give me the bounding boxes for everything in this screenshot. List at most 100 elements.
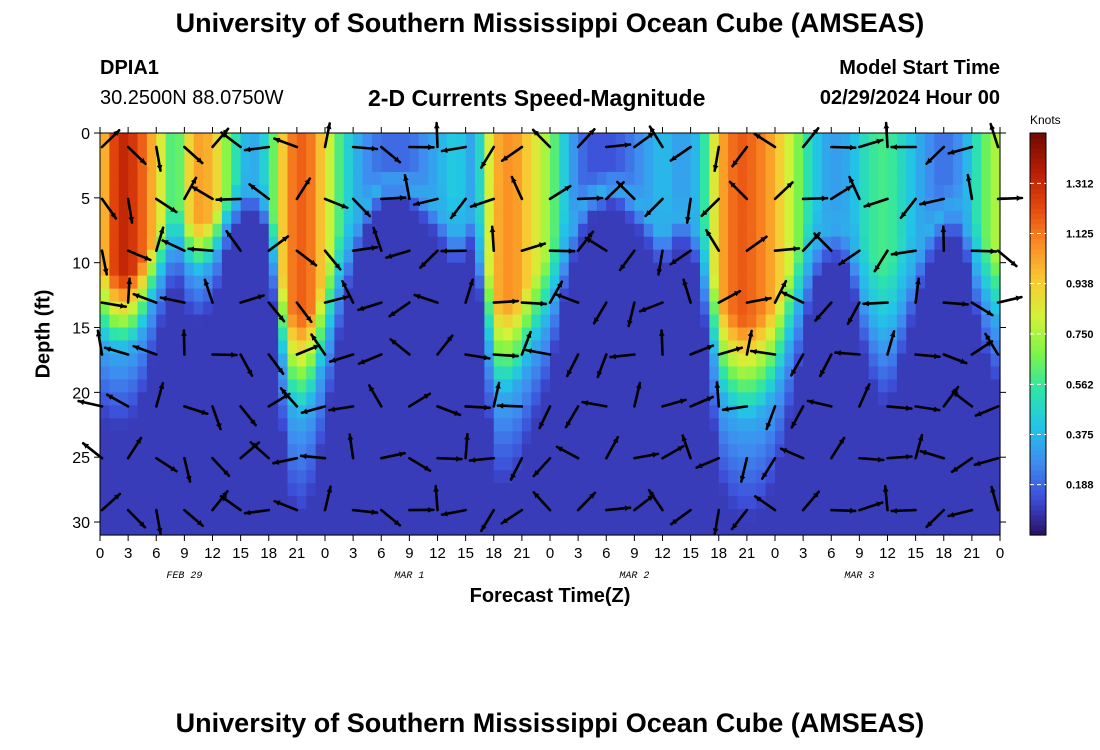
heatmap-cell: [278, 470, 289, 484]
heatmap-cell: [596, 249, 607, 264]
heatmap-cell: [859, 171, 870, 186]
heatmap-cell: [371, 483, 382, 497]
current-vector-head: [696, 462, 703, 469]
heatmap-cell: [428, 327, 439, 342]
heatmap-cell: [784, 431, 795, 445]
heatmap-cell: [896, 444, 907, 458]
heatmap-cell: [381, 522, 392, 536]
heatmap-cell: [568, 509, 579, 523]
current-vector-head: [133, 293, 140, 299]
heatmap-cell: [746, 262, 757, 277]
heatmap-cell: [221, 522, 232, 536]
heatmap-cell: [418, 470, 429, 484]
heatmap-cell: [868, 145, 879, 160]
heatmap-cell: [512, 197, 523, 212]
heatmap-cell: [737, 249, 748, 264]
heatmap-cell: [109, 223, 120, 238]
x-tick-label: 9: [405, 545, 413, 562]
heatmap-cell: [643, 418, 654, 432]
current-vector-head: [301, 408, 308, 415]
heatmap-cell: [446, 522, 457, 536]
heatmap-cell: [803, 171, 814, 186]
heatmap-cell: [165, 340, 176, 355]
heatmap-cell: [568, 470, 579, 484]
heatmap-cell: [493, 444, 504, 458]
heatmap-cell: [353, 496, 364, 510]
heatmap-cell: [793, 457, 804, 471]
current-vector-head: [144, 255, 151, 261]
heatmap-cell: [568, 483, 579, 497]
heatmap-cell: [962, 327, 973, 342]
heatmap-cell: [503, 483, 514, 497]
heatmap-cell: [625, 262, 635, 277]
heatmap-cell: [512, 444, 523, 458]
heatmap-cell: [296, 262, 307, 277]
heatmap-cell: [278, 379, 289, 393]
heatmap-cell: [850, 171, 860, 186]
heatmap-cell: [662, 366, 673, 380]
heatmap-cell: [437, 457, 448, 471]
x-tick-label: 12: [429, 545, 446, 562]
heatmap-cell: [428, 405, 439, 419]
heatmap-cell: [878, 288, 889, 303]
heatmap-cell: [512, 366, 523, 380]
heatmap-cell: [700, 418, 710, 432]
x-tick-label: 12: [879, 545, 896, 562]
heatmap-cell: [915, 301, 926, 316]
heatmap-cell: [775, 392, 785, 406]
y-axis-label: Depth (ft): [32, 289, 55, 379]
heatmap-cell: [437, 379, 448, 393]
heatmap-cell: [503, 236, 514, 251]
heatmap-cell: [390, 340, 401, 355]
heatmap-cell: [737, 158, 748, 173]
heatmap-cell: [934, 418, 945, 432]
current-vector-head: [712, 165, 719, 171]
heatmap-cell: [746, 197, 757, 212]
heatmap-cell: [578, 353, 589, 368]
heatmap-cell: [662, 314, 673, 329]
heatmap-cell: [250, 522, 260, 536]
current-vector-head: [481, 524, 487, 531]
heatmap-cell: [296, 496, 307, 510]
colorbar-segment: [1030, 283, 1046, 290]
heatmap-cell: [934, 483, 945, 497]
heatmap-cell: [156, 418, 167, 432]
colorbar-segment: [1030, 359, 1046, 365]
heatmap-cell: [484, 301, 495, 316]
heatmap-cell: [953, 522, 964, 536]
heatmap-cell: [971, 184, 982, 199]
heatmap-cell: [803, 353, 814, 368]
heatmap-cell: [193, 392, 204, 406]
heatmap-cell: [784, 522, 795, 536]
heatmap-cell: [550, 249, 560, 264]
heatmap-cell: [821, 470, 832, 484]
heatmap-cell: [625, 431, 635, 445]
heatmap-cell: [493, 392, 504, 406]
heatmap-cell: [981, 522, 992, 536]
heatmap-cell: [531, 444, 542, 458]
heatmap-cell: [953, 457, 964, 471]
heatmap-cell: [400, 249, 410, 264]
heatmap-cell: [503, 470, 514, 484]
current-vector-head: [281, 388, 287, 395]
heatmap-cell: [887, 457, 898, 471]
current-vector-head: [845, 186, 852, 192]
heatmap-cell: [746, 444, 757, 458]
heatmap-cell: [315, 509, 326, 523]
heatmap-cell: [259, 522, 270, 536]
heatmap-cell: [540, 496, 551, 510]
heatmap-cell: [690, 133, 701, 147]
heatmap-cell: [128, 353, 139, 368]
colorbar-segment: [1030, 449, 1046, 456]
heatmap-cell: [109, 197, 120, 212]
heatmap-cell: [278, 353, 289, 368]
heatmap-cell: [634, 171, 645, 186]
heatmap-cell: [306, 366, 317, 380]
heatmap-cell: [296, 327, 307, 342]
heatmap-cell: [606, 327, 617, 342]
heatmap-cell: [184, 301, 195, 316]
heatmap-cell: [681, 327, 692, 342]
heatmap-cell: [475, 457, 485, 471]
heatmap-cell: [943, 444, 954, 458]
heatmap-cell: [315, 470, 326, 484]
